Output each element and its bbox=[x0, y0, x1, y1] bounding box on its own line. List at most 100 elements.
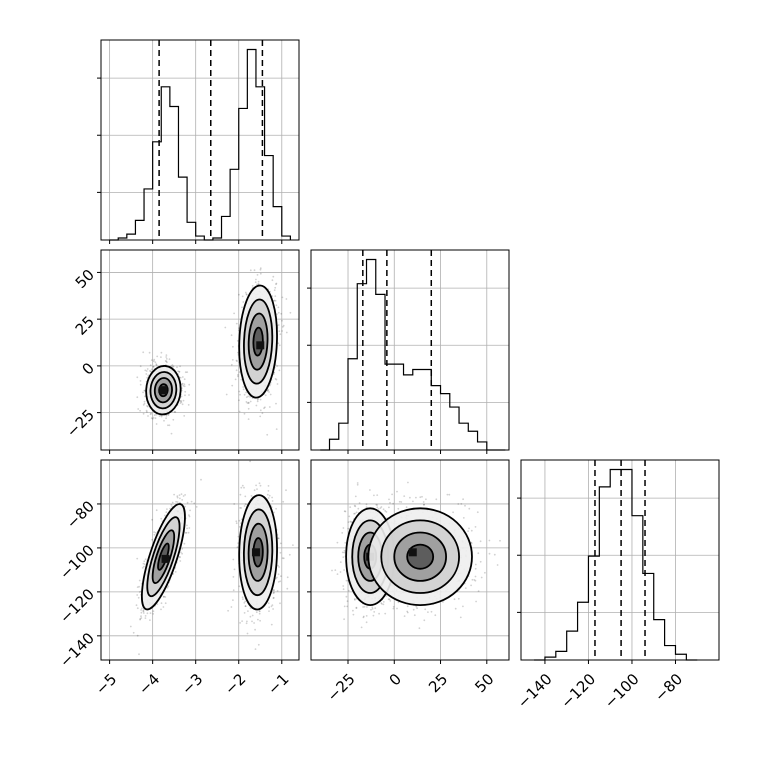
sample-point bbox=[150, 412, 153, 415]
sample-point bbox=[255, 278, 257, 281]
sample-point bbox=[184, 494, 187, 496]
sample-point bbox=[149, 619, 151, 621]
sample-point bbox=[244, 605, 247, 608]
sample-point bbox=[251, 620, 253, 623]
sample-point bbox=[259, 619, 261, 622]
sample-point bbox=[259, 272, 262, 275]
sample-point bbox=[353, 504, 356, 507]
sample-point bbox=[353, 512, 355, 515]
sample-point bbox=[175, 500, 178, 503]
sample-point bbox=[163, 595, 165, 598]
sample-point bbox=[153, 533, 156, 536]
sample-point bbox=[139, 380, 142, 382]
sample-point bbox=[249, 460, 252, 463]
sample-point bbox=[341, 551, 344, 554]
sample-point bbox=[253, 269, 256, 272]
sample-point bbox=[149, 413, 152, 416]
sample-point bbox=[256, 398, 259, 401]
sample-point bbox=[259, 267, 262, 270]
sample-point bbox=[142, 562, 145, 565]
x-tick-label: −2 bbox=[221, 670, 249, 698]
sample-point bbox=[263, 407, 265, 410]
sample-point bbox=[141, 567, 144, 569]
sample-point bbox=[279, 580, 282, 583]
sample-point bbox=[180, 551, 182, 554]
sample-point bbox=[409, 496, 411, 499]
sample-point bbox=[240, 378, 243, 381]
sample-point bbox=[143, 389, 146, 392]
sample-point bbox=[247, 407, 250, 410]
sample-point bbox=[406, 611, 409, 614]
sample-point bbox=[254, 628, 256, 631]
sample-point bbox=[165, 414, 168, 417]
sample-point bbox=[280, 312, 283, 315]
sample-point bbox=[156, 355, 159, 358]
sample-point bbox=[281, 296, 284, 299]
histogram-panel-p2 bbox=[307, 249, 510, 454]
sample-point bbox=[339, 571, 342, 573]
sample-point bbox=[423, 619, 426, 622]
sample-point bbox=[238, 371, 241, 373]
sample-point bbox=[236, 360, 238, 362]
sample-point bbox=[245, 293, 248, 295]
sample-point bbox=[143, 563, 146, 566]
sample-point bbox=[139, 618, 142, 621]
sample-point bbox=[470, 542, 473, 544]
sample-point bbox=[453, 598, 456, 601]
sample-point bbox=[257, 283, 260, 285]
sample-point bbox=[269, 393, 272, 396]
sample-point bbox=[241, 295, 244, 298]
sample-point bbox=[184, 531, 187, 534]
sample-point bbox=[232, 345, 234, 348]
sample-point bbox=[170, 365, 173, 368]
sample-point bbox=[343, 549, 346, 552]
sample-point bbox=[474, 575, 477, 578]
sample-point bbox=[273, 289, 276, 292]
sample-point bbox=[188, 515, 191, 518]
sample-point bbox=[142, 610, 145, 613]
sample-point bbox=[388, 498, 390, 501]
sample-point bbox=[276, 383, 279, 385]
density-peak bbox=[251, 548, 260, 557]
histogram-step bbox=[534, 468, 698, 661]
y-tick-label: −140 bbox=[56, 629, 98, 671]
sample-point bbox=[140, 615, 142, 618]
sample-point bbox=[183, 415, 186, 417]
sample-point bbox=[264, 243, 266, 245]
sample-point bbox=[162, 606, 165, 608]
sample-point bbox=[353, 598, 356, 600]
sample-point bbox=[267, 388, 270, 391]
sample-point bbox=[168, 358, 171, 361]
density-layer bbox=[331, 460, 501, 630]
sample-point bbox=[235, 369, 238, 372]
sample-point bbox=[146, 405, 149, 408]
sample-point bbox=[256, 283, 258, 286]
scatter-panel-p2-p3: −25 0 25 50 bbox=[307, 459, 510, 705]
sample-point bbox=[188, 383, 191, 386]
sample-point bbox=[277, 311, 280, 314]
sample-point bbox=[233, 503, 236, 505]
sample-point bbox=[241, 596, 244, 599]
sample-point bbox=[279, 551, 282, 554]
sample-point bbox=[259, 398, 262, 401]
sample-point bbox=[188, 394, 190, 396]
sample-point bbox=[267, 497, 270, 499]
sample-point bbox=[181, 499, 184, 501]
sample-point bbox=[270, 623, 273, 626]
sample-point bbox=[405, 506, 408, 509]
sample-point bbox=[152, 365, 155, 368]
sample-point bbox=[292, 544, 294, 546]
sample-point bbox=[154, 417, 157, 420]
sample-point bbox=[376, 504, 379, 506]
sample-point bbox=[138, 579, 141, 582]
sample-point bbox=[171, 366, 174, 368]
sample-point bbox=[499, 539, 501, 542]
sample-point bbox=[275, 428, 278, 430]
y-tick-label: 0 bbox=[79, 359, 98, 378]
sample-point bbox=[152, 360, 155, 363]
sample-point bbox=[146, 405, 148, 407]
sample-point bbox=[244, 503, 247, 506]
density-peak bbox=[161, 554, 170, 563]
sample-point bbox=[136, 557, 139, 560]
